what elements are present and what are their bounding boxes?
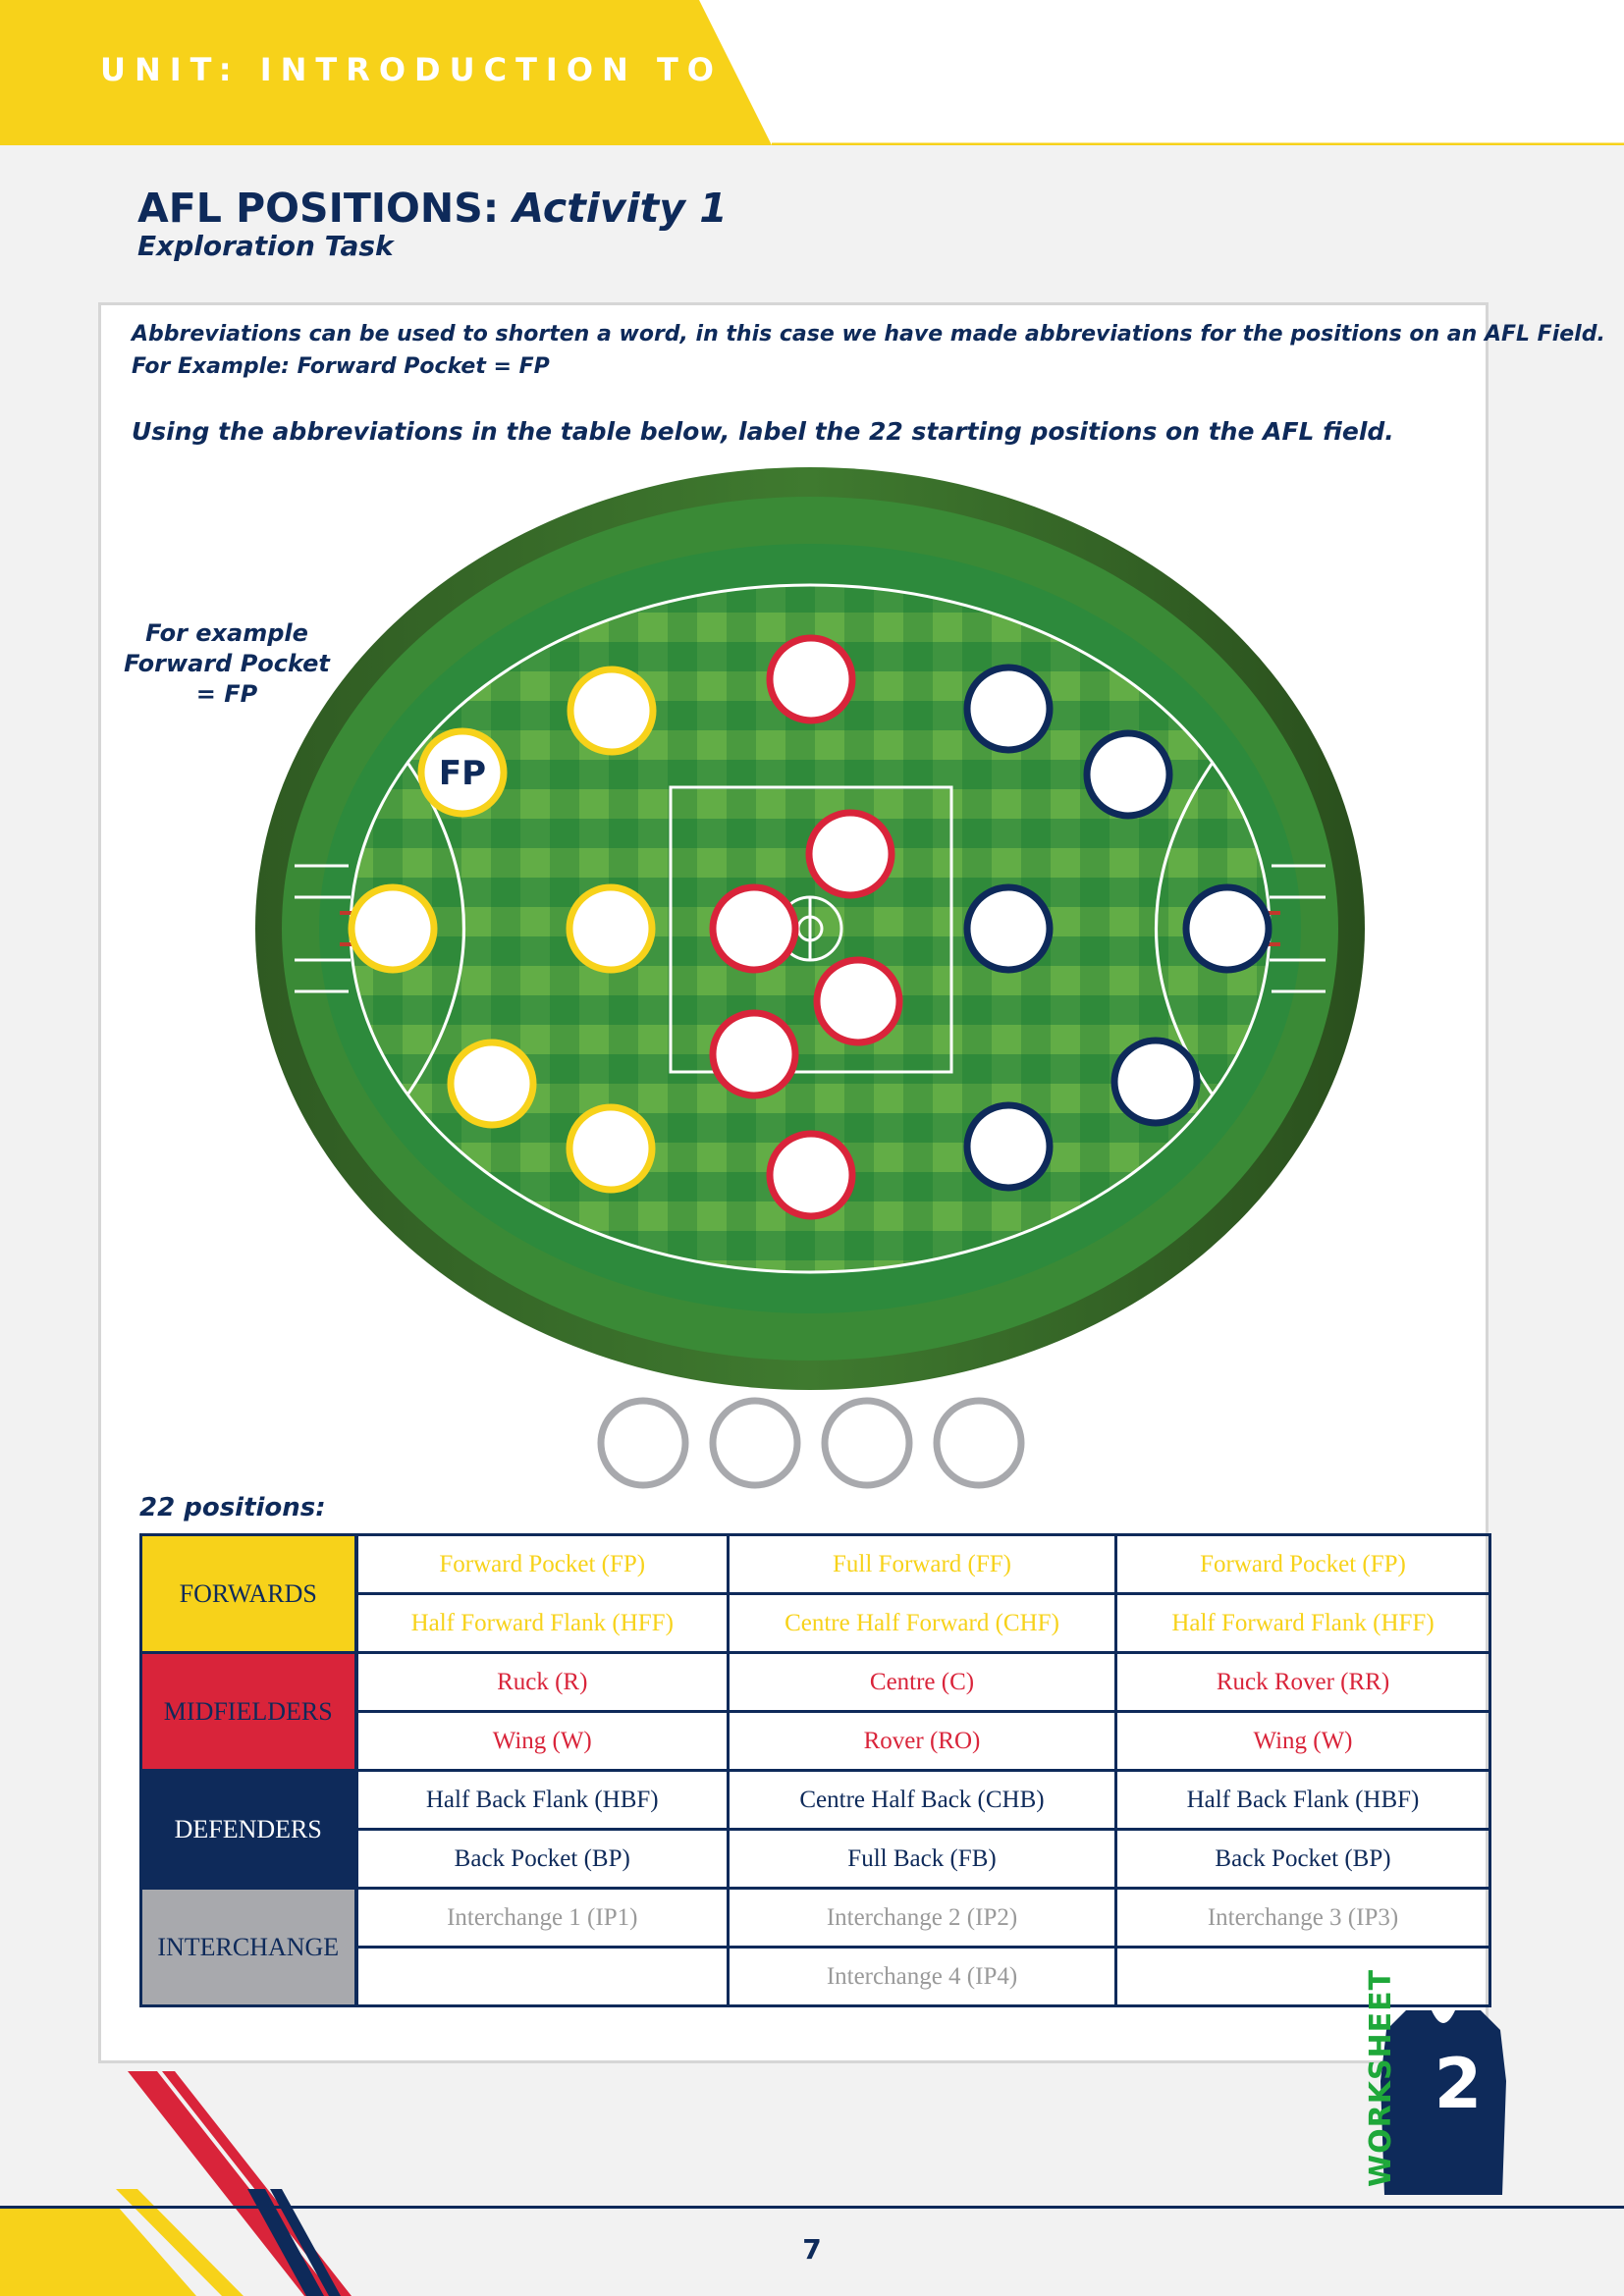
- interchange-circles: [597, 1397, 1025, 1489]
- position-circle-forward[interactable]: [566, 1103, 656, 1194]
- position-cell: Back Pocket (BP): [1114, 1828, 1491, 1890]
- position-circle-forward[interactable]: [348, 883, 438, 974]
- position-cell: Centre (C): [727, 1651, 1117, 1713]
- position-circle-defender[interactable]: [1083, 729, 1173, 820]
- category-forwards: FORWARDS: [139, 1533, 358, 1654]
- position-cell: Wing (W): [354, 1710, 730, 1772]
- position-circle-defender[interactable]: [1182, 883, 1272, 974]
- position-circle-midfielder[interactable]: [709, 883, 799, 974]
- position-cell: Forward Pocket (FP): [1114, 1533, 1491, 1595]
- goal-posts: [340, 911, 1280, 946]
- intro-line-1: Abbreviations can be used to shorten a w…: [132, 322, 1605, 347]
- position-circle-defender[interactable]: [963, 883, 1054, 974]
- interchange-circle[interactable]: [597, 1397, 689, 1489]
- position-cell: Interchange 2 (IP2): [727, 1887, 1117, 1949]
- example-circle-label: FP: [439, 754, 486, 793]
- position-cell: Centre Half Back (CHB): [727, 1769, 1117, 1831]
- interchange-circle[interactable]: [933, 1397, 1025, 1489]
- afl-field: FP: [255, 467, 1365, 1489]
- position-circle-midfielder[interactable]: [813, 956, 903, 1046]
- position-cell: Centre Half Forward (CHF): [727, 1592, 1117, 1654]
- position-circle-midfielder[interactable]: [766, 1130, 856, 1220]
- position-circle-defender[interactable]: [963, 664, 1054, 754]
- table-row: Back Pocket (BP) Full Back (FB) Back Poc…: [141, 1828, 1491, 1890]
- position-cell: Back Pocket (BP): [354, 1828, 730, 1890]
- position-cell: Ruck Rover (RR): [1114, 1651, 1491, 1713]
- decorative-stripes: [0, 2071, 352, 2296]
- position-circle-defender[interactable]: [1110, 1037, 1201, 1127]
- table-row: INTERCHANGE Interchange 1 (IP1) Intercha…: [139, 1887, 1491, 2007]
- example-line-2: Forward Pocket: [124, 650, 330, 677]
- worksheet-number: 2: [1434, 2044, 1483, 2124]
- worksheet-label: WORKSHEET: [1364, 1968, 1398, 2187]
- intro-line-2: For Example: Forward Pocket = FP: [132, 354, 550, 379]
- position-cell: Interchange 1 (IP1): [354, 1887, 730, 1949]
- table-row: Interchange 4 (IP4): [141, 1946, 1491, 2007]
- table-row: DEFENDERS Half Back Flank (HBF) Centre H…: [139, 1769, 1491, 1890]
- position-circle-forward[interactable]: [447, 1039, 537, 1129]
- category-midfielders: MIDFIELDERS: [139, 1651, 358, 1772]
- title-main: AFL POSITIONS:: [137, 185, 500, 232]
- table-row: MIDFIELDERS Ruck (R) Centre (C) Ruck Rov…: [139, 1651, 1491, 1772]
- position-cell: Half Back Flank (HBF): [1114, 1769, 1491, 1831]
- position-cell: Rover (RO): [727, 1710, 1117, 1772]
- position-cell: Interchange 3 (IP3): [1114, 1887, 1491, 1949]
- position-circle-midfielder[interactable]: [709, 1009, 799, 1099]
- position-cell-empty: [354, 1946, 730, 2007]
- page-subtitle: Exploration Task: [137, 230, 394, 262]
- title-activity: Activity 1: [513, 185, 728, 232]
- interchange-circle[interactable]: [709, 1397, 801, 1489]
- position-cell: Full Forward (FF): [727, 1533, 1117, 1595]
- position-cell: Forward Pocket (FP): [354, 1533, 730, 1595]
- position-circle-defender[interactable]: [963, 1101, 1054, 1192]
- position-cell: Full Back (FB): [727, 1828, 1117, 1890]
- positions-table: FORWARDS Forward Pocket (FP) Full Forwar…: [139, 1533, 1491, 2007]
- position-cell: Half Forward Flank (HFF): [354, 1592, 730, 1654]
- position-circle-forward[interactable]: [567, 666, 657, 756]
- category-defenders: DEFENDERS: [139, 1769, 358, 1890]
- position-circle-forward[interactable]: [566, 883, 656, 974]
- position-circles: [348, 634, 1272, 1220]
- table-row: Wing (W) Rover (RO) Wing (W): [141, 1710, 1491, 1772]
- position-cell: Interchange 4 (IP4): [727, 1946, 1117, 2007]
- position-cell: Half Forward Flank (HFF): [1114, 1592, 1491, 1654]
- example-label: For example Forward Pocket = FP: [118, 618, 336, 710]
- footer-rule: [0, 2206, 1624, 2209]
- interchange-circle[interactable]: [821, 1397, 913, 1489]
- position-circle-midfielder[interactable]: [766, 634, 856, 724]
- category-interchange: INTERCHANGE: [139, 1887, 358, 2007]
- position-cell: Half Back Flank (HBF): [354, 1769, 730, 1831]
- instruction-text: Using the abbreviations in the table bel…: [132, 417, 1394, 446]
- table-row: Half Forward Flank (HFF) Centre Half For…: [141, 1592, 1491, 1654]
- position-circle-midfielder[interactable]: [805, 809, 895, 899]
- positions-heading: 22 positions:: [139, 1493, 326, 1522]
- position-cell-empty: [1114, 1946, 1491, 2007]
- example-line-1: For example: [145, 619, 308, 647]
- example-line-3: = FP: [195, 680, 258, 708]
- position-cell: Wing (W): [1114, 1710, 1491, 1772]
- page-title: AFL POSITIONS: Activity 1: [137, 185, 728, 232]
- header-band: [0, 0, 1624, 145]
- page-number: 7: [802, 2233, 822, 2266]
- position-circle-forward[interactable]: [417, 727, 508, 818]
- position-cell: Ruck (R): [354, 1651, 730, 1713]
- unit-title: UNIT: INTRODUCTION TO AFL: [100, 51, 836, 88]
- table-row: FORWARDS Forward Pocket (FP) Full Forwar…: [139, 1533, 1491, 1654]
- jersey-icon: [1380, 2010, 1506, 2195]
